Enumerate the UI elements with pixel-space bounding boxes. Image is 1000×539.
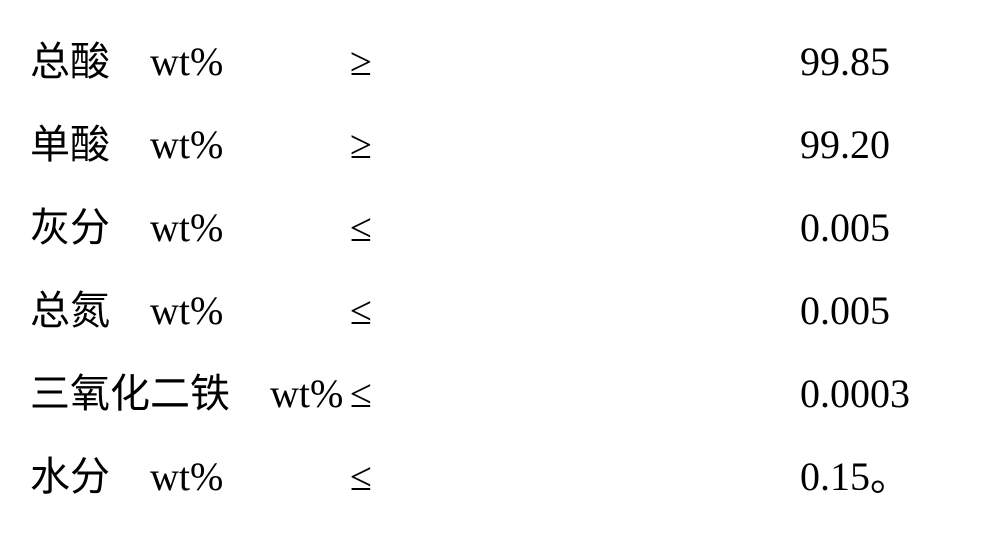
param-label: 灰分 wt%: [30, 208, 350, 248]
param-label: 总酸 wt%: [30, 42, 350, 82]
comparison-operator: ≤: [350, 457, 410, 497]
param-label: 总氮 wt%: [30, 291, 350, 331]
table-row: 灰分 wt% ≤ 0.005: [30, 186, 1000, 269]
param-value-number: 0.15: [800, 454, 870, 499]
table-row: 水分 wt% ≤ 0.15。: [30, 435, 1000, 518]
param-value: 0.005: [800, 208, 1000, 248]
comparison-operator: ≤: [350, 291, 410, 331]
param-value: 0.15。: [800, 457, 1000, 497]
param-value: 99.20: [800, 125, 1000, 165]
param-value: 0.0003: [800, 374, 1000, 414]
param-label: 水分 wt%: [30, 457, 350, 497]
table-row: 单酸 wt% ≥ 99.20: [30, 103, 1000, 186]
param-label: 单酸 wt%: [30, 125, 350, 165]
table-row: 总氮 wt% ≤ 0.005: [30, 269, 1000, 352]
param-label: 三氧化二铁 wt%: [30, 374, 350, 414]
table-row: 总酸 wt% ≥ 99.85: [30, 20, 1000, 103]
comparison-operator: ≤: [350, 374, 410, 414]
comparison-operator: ≥: [350, 42, 410, 82]
sentence-period: 。: [870, 454, 910, 499]
param-value: 99.85: [800, 42, 1000, 82]
comparison-operator: ≤: [350, 208, 410, 248]
spec-table: 总酸 wt% ≥ 99.85 单酸 wt% ≥ 99.20 灰分 wt% ≤ 0…: [0, 0, 1000, 539]
param-value: 0.005: [800, 291, 1000, 331]
table-row: 三氧化二铁 wt% ≤ 0.0003: [30, 352, 1000, 435]
comparison-operator: ≥: [350, 125, 410, 165]
